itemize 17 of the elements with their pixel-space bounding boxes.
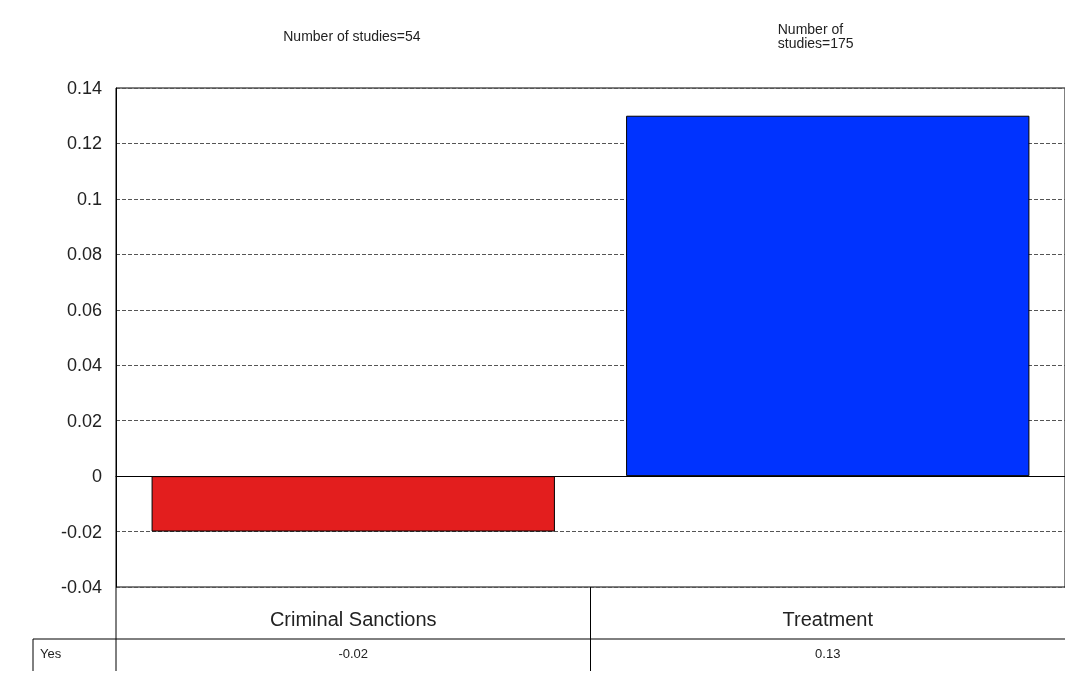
text: Number of studies=175 <box>777 21 854 51</box>
y-tick-label: 0.04 <box>66 355 102 376</box>
y-tick-label: 0.14 <box>66 78 102 98</box>
y-tick-label: 0.1 <box>76 188 102 209</box>
data-label: 0.13 <box>815 645 841 661</box>
y-tick-label: 0.08 <box>66 244 102 265</box>
y-tick-label: 0.12 <box>66 133 102 154</box>
y-tick-label: 0 <box>91 466 102 487</box>
y-tick-label: 0.06 <box>66 299 102 320</box>
y-tick-label: -0.02 <box>60 521 102 542</box>
text: Number of studies=54 <box>283 28 421 44</box>
y-tick-label: 0.02 <box>66 410 102 431</box>
x-tick-label: Treatment <box>782 608 874 630</box>
y-tick-label: -0.04 <box>60 577 102 597</box>
x-tick-label: Criminal Sanctions <box>269 608 437 630</box>
data-label: -0.02 <box>338 645 369 661</box>
text: Yes <box>40 645 62 661</box>
